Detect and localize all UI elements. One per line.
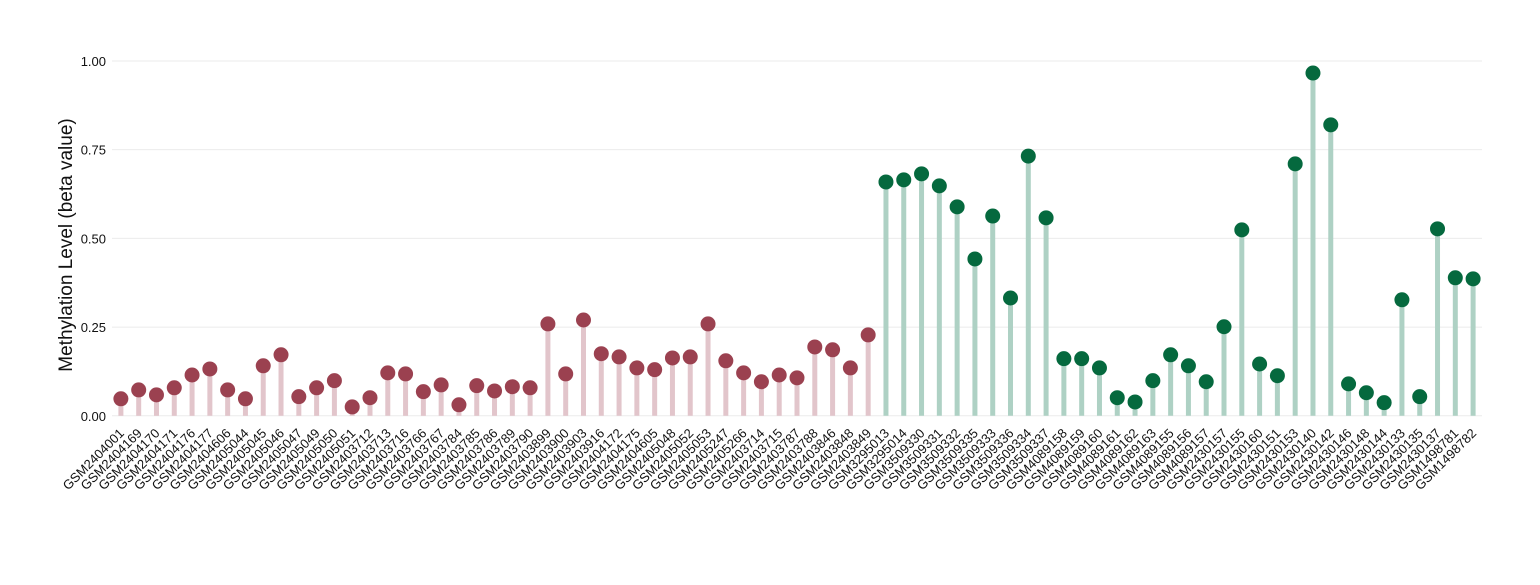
dot: [202, 361, 218, 377]
y-axis-label: Methylation Level (beta value): [56, 118, 77, 371]
dot: [504, 379, 520, 395]
dot: [166, 380, 182, 396]
dot: [575, 312, 591, 328]
dot: [415, 384, 431, 400]
dot: [878, 174, 894, 190]
dot: [896, 172, 912, 188]
dot: [593, 346, 609, 362]
dot: [1180, 358, 1196, 374]
dot: [1038, 210, 1054, 226]
dot: [700, 316, 716, 332]
y-tick-label: 1.00: [81, 54, 106, 69]
dot: [629, 360, 645, 376]
dot: [1127, 394, 1143, 410]
dot: [433, 377, 449, 393]
dot: [1163, 347, 1179, 363]
dot: [131, 382, 147, 398]
dot: [469, 378, 485, 394]
dot: [1465, 271, 1481, 287]
dot: [1216, 319, 1232, 335]
dot: [1394, 292, 1410, 308]
dot: [113, 391, 129, 407]
dot: [1056, 351, 1072, 367]
dot: [1269, 368, 1285, 384]
dot: [273, 347, 289, 363]
dot: [1287, 156, 1303, 172]
dot: [1323, 117, 1339, 133]
dot: [985, 208, 1001, 224]
dot: [148, 387, 164, 403]
dot: [967, 251, 983, 267]
dot: [1412, 389, 1428, 405]
dot: [362, 390, 378, 406]
dot: [771, 367, 787, 383]
dot: [949, 199, 965, 215]
y-tick-label: 0.25: [81, 320, 106, 335]
dot: [255, 358, 271, 374]
dot: [1074, 351, 1090, 367]
dot: [611, 349, 627, 365]
dot: [1430, 221, 1446, 237]
dot: [842, 360, 858, 376]
dot: [398, 366, 414, 382]
dot: [807, 339, 823, 355]
dot: [326, 373, 342, 389]
dot: [1198, 374, 1214, 390]
dot: [931, 178, 947, 194]
dot: [736, 365, 752, 381]
dot: [718, 353, 734, 369]
dot: [825, 342, 841, 358]
dot: [753, 374, 769, 390]
dot: [682, 349, 698, 365]
dot: [291, 389, 307, 405]
dot: [220, 382, 236, 398]
dot: [647, 362, 663, 378]
dot: [1003, 290, 1019, 306]
dot: [1109, 390, 1125, 406]
dot: [1341, 376, 1357, 392]
dot: [1091, 360, 1107, 376]
dot: [487, 383, 503, 399]
y-tick-label: 0.00: [81, 409, 106, 424]
dot: [451, 397, 467, 413]
dot: [1358, 385, 1374, 401]
dot: [237, 391, 253, 407]
dot: [1234, 222, 1250, 238]
dot: [184, 367, 200, 383]
dot: [380, 365, 396, 381]
dot: [914, 166, 930, 182]
y-tick-label: 0.75: [81, 143, 106, 158]
dot: [558, 366, 574, 382]
dot: [1305, 65, 1321, 81]
dot: [1376, 395, 1392, 411]
dot: [1145, 373, 1161, 389]
dot: [860, 327, 876, 343]
dot: [522, 380, 538, 396]
dot: [1020, 148, 1036, 164]
dot: [1252, 356, 1268, 372]
dot: [1447, 270, 1463, 286]
dot: [664, 350, 680, 366]
dot: [789, 370, 805, 386]
dot: [309, 380, 325, 396]
dot: [344, 399, 360, 415]
dot: [540, 316, 556, 332]
y-tick-label: 0.50: [81, 231, 106, 246]
